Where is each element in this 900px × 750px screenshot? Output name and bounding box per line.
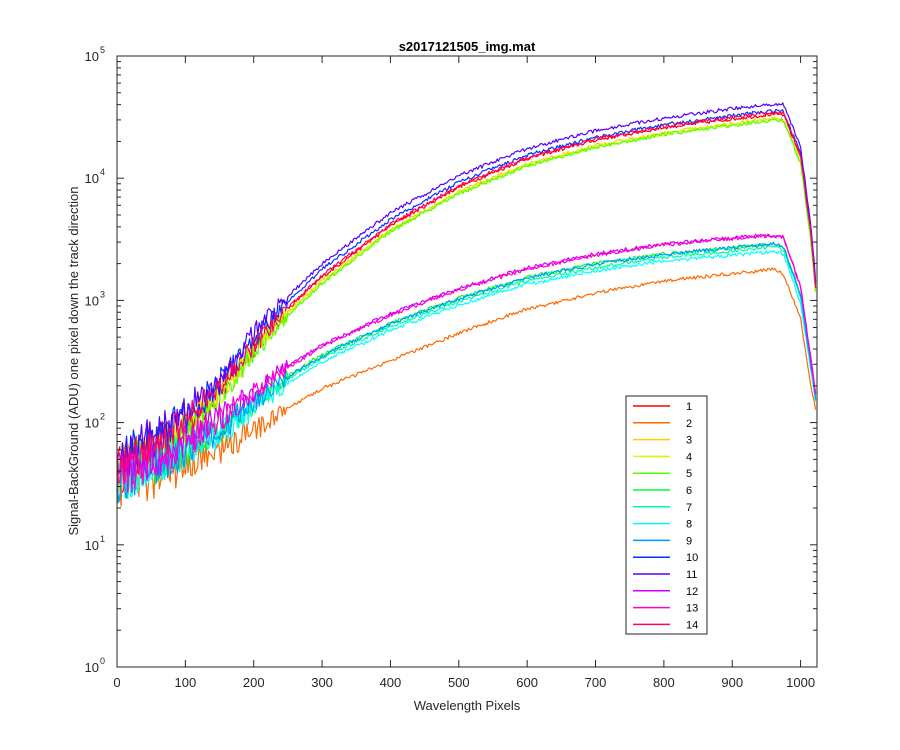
y-tick-exponent: 2 [100,412,105,422]
series-line-6 [116,242,817,501]
legend-label: 13 [686,603,698,615]
x-tick-label: 500 [448,675,470,690]
y-tick-exponent: 3 [100,289,105,299]
series-line-8 [116,249,817,498]
x-tick-label: 100 [175,675,197,690]
series-line-11 [116,102,817,475]
legend-label: 11 [686,569,697,581]
plot-frame [116,55,818,668]
y-tick-label: 10 [85,293,99,308]
y-axis-label: Signal-BackGround (ADU) one pixel down t… [66,186,81,535]
x-tick-label: 700 [585,675,607,690]
x-tick-label: 600 [516,675,538,690]
x-tick-label: 400 [380,675,402,690]
x-tick-label: 0 [113,675,120,690]
legend-box [625,395,708,635]
series-line-2 [116,267,817,507]
y-tick-exponent: 1 [100,534,105,544]
y-tick-label: 10 [85,171,99,186]
x-tick-label: 200 [243,675,265,690]
series-line-5 [116,118,817,485]
x-tick-label: 1000 [786,675,815,690]
legend-label: 12 [686,586,698,598]
legend-label: 3 [686,435,692,447]
series-line-13 [116,233,817,493]
legend-label: 7 [686,502,692,514]
y-tick-label: 10 [85,538,99,553]
legend-label: 4 [686,451,692,463]
series-line-14 [116,110,817,484]
x-tick-label: 900 [721,675,743,690]
x-tick-label: 300 [311,675,333,690]
y-tick-label: 10 [85,49,99,64]
series-line-9 [116,241,817,504]
series-line-3 [116,116,817,491]
y-tick-exponent: 4 [100,167,105,177]
legend-label: 10 [686,552,698,564]
x-axis-ticks: 0 100 200 300 400 500 600 700 800 900 1000 [113,56,815,690]
y-tick-label: 10 [85,416,99,431]
legend-label: 14 [686,619,698,631]
x-axis-label: Wavelength Pixels [414,698,521,713]
series-line-7 [116,244,817,499]
chart-title: s2017121505_img.mat [399,39,536,54]
plot-area [116,102,817,507]
y-tick-exponent: 5 [100,45,105,55]
y-tick-label: 10 [85,660,99,675]
legend-label: 9 [686,535,692,547]
legend-label: 8 [686,519,692,531]
legend-label: 1 [686,401,692,413]
legend-label: 5 [686,468,692,480]
legend-label: 2 [686,418,692,430]
x-tick-label: 800 [653,675,675,690]
y-tick-exponent: 0 [100,656,105,666]
legend-label: 6 [686,485,692,497]
